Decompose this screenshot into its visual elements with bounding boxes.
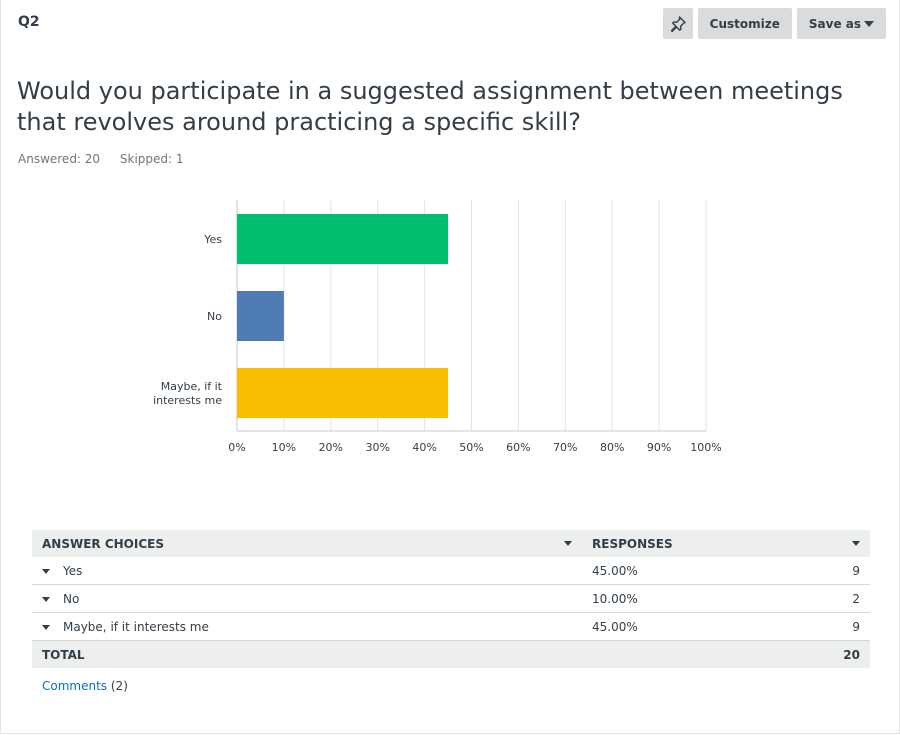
- expand-caret-icon[interactable]: [42, 624, 50, 630]
- table-header-row: ANSWER CHOICES RESPONSES: [32, 530, 870, 557]
- expand-caret-icon[interactable]: [42, 596, 50, 602]
- choice-label: Yes: [63, 563, 83, 578]
- tick-label: 30%: [365, 441, 389, 454]
- sort-caret-icon: [852, 541, 860, 546]
- tick-label: 20%: [319, 441, 343, 454]
- pin-button[interactable]: [662, 8, 693, 39]
- tick-label: 100%: [690, 441, 721, 454]
- tick-label: 90%: [647, 441, 671, 454]
- summary-table: ANSWER CHOICES RESPONSES Yes 45.00% 9: [32, 530, 870, 668]
- save-as-label: Save as: [808, 16, 861, 31]
- table-row: Maybe, if it interests me 45.00% 9: [32, 612, 870, 641]
- tick-label: 80%: [600, 441, 624, 454]
- pin-icon: [670, 15, 686, 32]
- customize-button[interactable]: Customize: [697, 8, 792, 39]
- header-responses-label: RESPONSES: [592, 536, 673, 551]
- comments-link[interactable]: Comments: [42, 679, 108, 693]
- tick-label: 60%: [506, 441, 530, 454]
- percent-cell: 45.00%: [582, 612, 767, 641]
- caret-down-icon: [864, 20, 874, 27]
- count-cell: 9: [766, 612, 870, 641]
- comments-count: (2): [110, 679, 128, 693]
- choice-cell[interactable]: No: [32, 584, 582, 613]
- bar-chart: Yes No Maybe, if it interests me 0% 10% 20% 30%…: [153, 200, 722, 454]
- tick-label: 70%: [553, 441, 577, 454]
- bar: [237, 214, 449, 264]
- category-label: Maybe, if it interests me: [153, 380, 223, 407]
- header-responses[interactable]: RESPONSES: [582, 530, 870, 557]
- bar: [237, 291, 284, 341]
- question-title: Would you participate in a suggested ass…: [17, 77, 843, 136]
- table-row: Yes 45.00% 9: [32, 557, 870, 585]
- question-number: Q2: [18, 14, 40, 30]
- response-stats: Answered: 20 Skipped: 1: [18, 152, 184, 166]
- count-cell: 9: [766, 557, 870, 585]
- choice-label: Maybe, if it interests me: [63, 619, 209, 634]
- customize-label: Customize: [709, 16, 780, 31]
- total-value: 20: [766, 640, 870, 668]
- table-row: No 10.00% 2: [32, 584, 870, 613]
- answered-count: Answered: 20: [18, 152, 101, 166]
- category-label: Yes: [203, 233, 222, 246]
- tick-label: 0%: [228, 441, 245, 454]
- choice-cell[interactable]: Yes: [32, 557, 582, 585]
- tick-label: 40%: [412, 441, 436, 454]
- header-answer-choices-label: ANSWER CHOICES: [42, 536, 164, 551]
- total-label: TOTAL: [32, 640, 582, 668]
- category-label: No: [207, 310, 222, 323]
- sort-caret-icon: [564, 541, 572, 546]
- choice-label: No: [63, 591, 80, 606]
- comments: Comments (2): [42, 679, 128, 693]
- skipped-count: Skipped: 1: [119, 152, 184, 166]
- tick-label: 50%: [459, 441, 483, 454]
- percent-cell: 10.00%: [582, 584, 767, 613]
- count-cell: 2: [766, 584, 870, 613]
- total-spacer: [582, 640, 767, 668]
- choice-cell[interactable]: Maybe, if it interests me: [32, 612, 582, 641]
- expand-caret-icon[interactable]: [42, 568, 50, 574]
- total-row: TOTAL 20: [32, 640, 870, 668]
- tick-label: 10%: [272, 441, 296, 454]
- bar: [237, 368, 449, 418]
- percent-cell: 45.00%: [582, 557, 767, 585]
- header-answer-choices[interactable]: ANSWER CHOICES: [32, 530, 582, 557]
- save-as-button[interactable]: Save as: [796, 8, 886, 39]
- toolbar: Customize Save as: [662, 8, 886, 39]
